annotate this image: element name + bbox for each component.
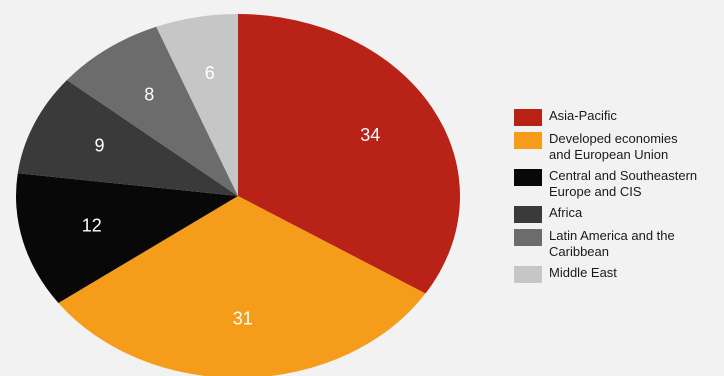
legend-swatch: [514, 132, 542, 149]
legend-label: Middle East: [549, 265, 617, 280]
legend-swatch: [514, 229, 542, 246]
legend-item: Africa: [514, 205, 720, 223]
slice-value-label: 34: [360, 125, 380, 145]
legend-label: Asia-Pacific: [549, 108, 617, 123]
legend-label: Developed economies and European Union: [549, 131, 678, 162]
legend-swatch: [514, 266, 542, 283]
pie-slice-5: [156, 14, 238, 196]
slice-value-label: 8: [144, 85, 154, 105]
legend-item: Asia-Pacific: [514, 108, 720, 126]
slice-value-label: 6: [205, 63, 215, 83]
legend-swatch: [514, 109, 542, 126]
pie-slice-0: [238, 14, 460, 294]
legend-label: Central and Southeastern Europe and CIS: [549, 168, 698, 199]
pie-slice-2: [15, 173, 239, 303]
slice-value-label: 12: [82, 216, 102, 236]
pie-slice-4: [66, 26, 238, 196]
pie-slice-1: [58, 196, 426, 376]
slice-value-label: 31: [233, 308, 253, 328]
slice-value-label: 9: [94, 136, 104, 156]
legend-swatch: [514, 169, 542, 186]
legend-label: Latin America and the Caribbean: [549, 228, 675, 259]
chart-legend: Asia-Pacific Developed economies and Euro…: [514, 108, 720, 288]
legend-item: Central and Southeastern Europe and CIS: [514, 168, 720, 200]
pie-slice-3: [17, 79, 239, 196]
legend-label: Africa: [549, 205, 583, 220]
legend-item: Developed economies and European Union: [514, 131, 720, 163]
legend-item: Middle East: [514, 265, 720, 283]
legend-swatch: [514, 206, 542, 223]
legend-item: Latin America and the Caribbean: [514, 228, 720, 260]
